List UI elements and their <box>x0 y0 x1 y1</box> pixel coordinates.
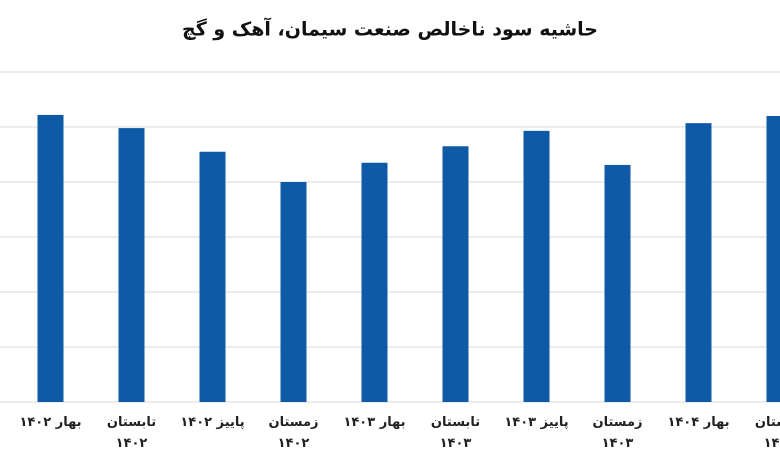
bar <box>523 130 550 402</box>
bar <box>604 164 631 402</box>
x-tick-label: تابستان ۱۴۰۴ <box>754 415 780 451</box>
bar <box>118 128 145 402</box>
bar <box>442 146 469 402</box>
x-tick-label: زمستان ۱۴۰۳ <box>592 415 643 451</box>
bar <box>361 162 388 402</box>
bar <box>685 123 712 403</box>
x-tick-label: پاییز ۱۴۰۳ <box>504 415 569 430</box>
chart-title: حاشیه سود ناخالص صنعت سیمان، آهک و گچ <box>182 17 598 41</box>
x-tick-label: تابستان ۱۴۰۲ <box>106 415 157 451</box>
bar <box>199 151 226 402</box>
bar <box>766 116 780 402</box>
x-tick-label: پاییز ۱۴۰۲ <box>180 415 245 430</box>
x-tick-label: زمستان ۱۴۰۲ <box>268 415 319 451</box>
x-tick-label: تابستان ۱۴۰۳ <box>430 415 481 451</box>
x-tick-label: بهار ۱۴۰۳ <box>343 415 406 430</box>
bar <box>37 114 64 403</box>
x-tick-label: بهار ۱۴۰۲ <box>19 415 82 430</box>
bar <box>280 182 307 402</box>
x-tick-label: بهار ۱۴۰۴ <box>667 415 730 430</box>
